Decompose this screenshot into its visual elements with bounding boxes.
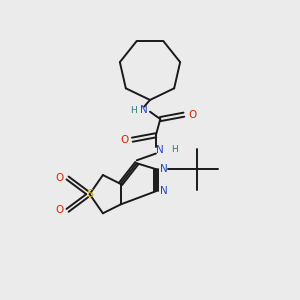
Text: N: N xyxy=(160,164,168,174)
Text: N: N xyxy=(160,186,168,196)
Text: O: O xyxy=(56,206,64,215)
Text: O: O xyxy=(56,173,64,183)
Text: S: S xyxy=(86,189,93,199)
Text: O: O xyxy=(120,135,128,145)
Text: N: N xyxy=(140,105,148,115)
Text: H: H xyxy=(171,146,178,154)
Text: O: O xyxy=(188,110,196,120)
Text: N: N xyxy=(156,145,164,155)
Text: H: H xyxy=(130,106,136,115)
